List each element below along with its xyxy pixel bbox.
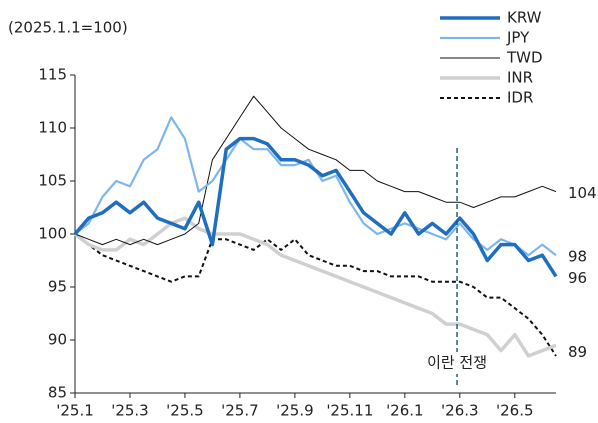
event-label: 이란 전쟁 bbox=[427, 354, 487, 372]
x-tick-label: '25.11 bbox=[326, 402, 373, 420]
x-tick-label: '26.3 bbox=[441, 402, 479, 420]
series-line bbox=[73, 216, 557, 358]
y-tick-label: 90 bbox=[48, 331, 67, 349]
legend-label: JPY bbox=[506, 29, 530, 47]
series-line bbox=[74, 116, 557, 257]
end-label: 104 bbox=[568, 184, 597, 202]
legend-label: INR bbox=[507, 69, 533, 87]
x-tick-label: '25.3 bbox=[111, 402, 149, 420]
end-label: 89 bbox=[568, 343, 587, 361]
end-label: 96 bbox=[568, 269, 587, 287]
x-tick-label: '25.5 bbox=[166, 402, 204, 420]
legend-label: TWD bbox=[506, 49, 543, 67]
y-tick-label: 85 bbox=[48, 384, 67, 402]
x-tick-label: '26.1 bbox=[386, 402, 424, 420]
legend-label: IDR bbox=[507, 89, 533, 107]
event-label-bg bbox=[415, 352, 500, 374]
x-tick-label: '25.7 bbox=[221, 402, 259, 420]
y-tick-label: 95 bbox=[48, 278, 67, 296]
y-tick-label: 105 bbox=[38, 172, 67, 190]
series-line bbox=[74, 95, 557, 246]
x-tick-label: '26.5 bbox=[496, 402, 534, 420]
series-line bbox=[73, 136, 558, 278]
x-tick-label: '25.1 bbox=[56, 402, 94, 420]
x-tick-label: '25.9 bbox=[276, 402, 314, 420]
chart-subtitle: (2025.1.1=100) bbox=[8, 19, 128, 37]
y-tick-label: 115 bbox=[38, 66, 67, 84]
end-label: 98 bbox=[568, 248, 587, 266]
y-tick-label: 110 bbox=[38, 119, 67, 137]
y-tick-label: 100 bbox=[38, 225, 67, 243]
series-line bbox=[74, 233, 557, 357]
legend-label: KRW bbox=[507, 9, 542, 27]
